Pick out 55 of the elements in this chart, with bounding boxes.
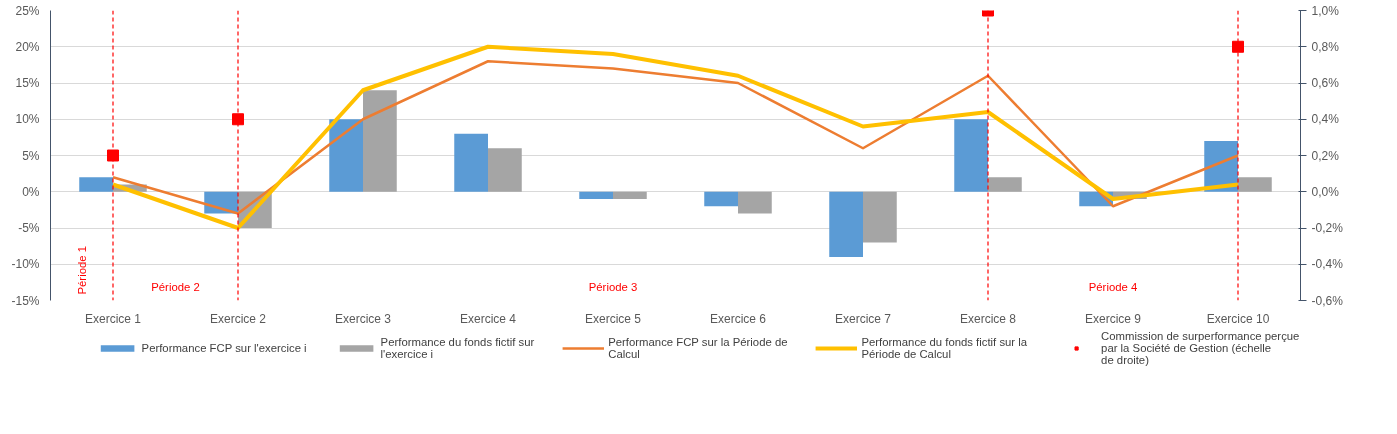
- line-series: [111, 44, 1240, 230]
- bar: [954, 119, 988, 192]
- bar: [704, 191, 738, 207]
- x-tick-label: Exercice 9: [1084, 311, 1142, 326]
- y-tick-label: 25%: [15, 3, 40, 18]
- y2-tick-label: 0,4%: [1311, 112, 1340, 127]
- bar: [738, 191, 772, 214]
- bar: [79, 177, 113, 192]
- y-tick-label: 10%: [15, 112, 40, 127]
- y2-tick-label: -0,2%: [1311, 221, 1344, 235]
- y2-tick-label: 0,6%: [1311, 76, 1340, 90]
- x-tick-label: Exercice 10: [1206, 311, 1270, 326]
- bar: [829, 191, 863, 257]
- legend-label: Performance du fonds fictif sur la Période de Calcul: [861, 336, 1028, 360]
- bar: [863, 191, 897, 243]
- y-tick-label: 20%: [15, 39, 40, 54]
- y2-tick-label: -0,6%: [1311, 293, 1344, 308]
- bar: [579, 191, 613, 199]
- bar: [1238, 177, 1272, 192]
- bar: [454, 133, 488, 192]
- bar: [488, 148, 522, 192]
- point: [107, 149, 119, 162]
- ref-line-label: Période 1: [75, 246, 88, 295]
- ref-line-label: Période 4: [1088, 280, 1138, 293]
- y2-tick-label: -0,4%: [1311, 257, 1344, 272]
- y2-tick-label: 1,0%: [1311, 3, 1340, 18]
- legend-label: Commission de surperformance perçue par la Société de Gestion (échelle de droite): [1101, 330, 1300, 366]
- x-tick-label: Exercice 3: [334, 311, 392, 326]
- legend-label: Performance du fonds fictif sur l'exercice i: [380, 336, 535, 360]
- x-tick-label: Exercice 5: [584, 311, 642, 326]
- bar: [363, 90, 397, 192]
- x-tick-label: Exercice 7: [834, 311, 892, 326]
- x-tick-label: Exercice 1: [84, 311, 142, 326]
- y2-tick-label: 0,8%: [1311, 39, 1340, 54]
- line-series: [111, 60, 1240, 215]
- y-tick-label: -15%: [11, 293, 40, 308]
- y-tick-label: 0%: [22, 184, 40, 199]
- y-tick-label: -10%: [11, 257, 40, 272]
- y-tick-label: 5%: [22, 148, 40, 163]
- y2-tick-label: 0,0%: [1311, 184, 1340, 199]
- x-tick-label: Exercice 6: [709, 311, 767, 326]
- bar: [613, 191, 647, 199]
- legend-label: Performance FCP sur l'exercice i: [141, 342, 307, 354]
- x-tick-label: Exercice 2: [209, 311, 267, 326]
- bar: [329, 119, 363, 192]
- point: [232, 113, 244, 126]
- bar: [988, 177, 1022, 192]
- y-tick-label: 15%: [15, 76, 40, 90]
- y2-tick-label: 0,2%: [1311, 148, 1340, 163]
- ref-line-label: Période 2: [151, 280, 200, 293]
- legend-label: Performance FCP sur la Période de Calcul: [608, 336, 788, 360]
- ref-line-label: Période 3: [588, 280, 638, 293]
- x-tick-label: Exercice 4: [459, 311, 517, 326]
- y-tick-label: -5%: [18, 221, 40, 235]
- x-tick-label: Exercice 8: [959, 311, 1017, 326]
